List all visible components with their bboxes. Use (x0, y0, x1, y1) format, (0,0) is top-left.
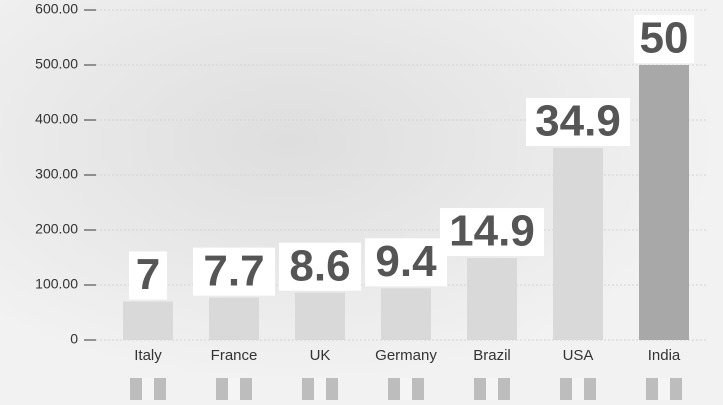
value-label: 14.9 (449, 207, 535, 256)
value-label: 8.6 (289, 241, 350, 290)
flag-stripe (314, 378, 326, 400)
page: {"chart_data": {"type": "bar", "categori… (0, 0, 723, 405)
y-tick-label: 400.00 (35, 111, 78, 127)
x-tick-label: Italy (134, 347, 162, 364)
x-tick-label: Brazil (473, 347, 511, 364)
bar (639, 65, 689, 340)
flag-stripe (658, 378, 670, 400)
y-tick-label: 600.00 (35, 1, 78, 17)
chart: 0 100.00 200.00 300.00 400.00 500.00 600.00 7 It… (0, 0, 723, 405)
value-label: 9.4 (375, 237, 437, 286)
bar (209, 298, 259, 340)
bar (553, 148, 603, 340)
bar (381, 288, 431, 340)
bar (123, 302, 173, 341)
value-label: 7 (136, 250, 160, 299)
x-tick-label: Germany (375, 347, 437, 364)
flag-stripe (486, 378, 498, 400)
value-label: 50 (640, 14, 689, 63)
y-tick-label: 100.00 (35, 276, 78, 292)
x-tick-label: UK (310, 347, 331, 364)
bar (467, 258, 517, 340)
value-label: 34.9 (535, 97, 621, 146)
value-label: 7.7 (203, 246, 264, 295)
flag-stripe (572, 378, 584, 400)
flag-stripe (228, 378, 240, 400)
x-tick-label: India (648, 347, 681, 364)
x-tick-label: France (211, 347, 258, 364)
background (0, 0, 723, 405)
y-tick-label: 0 (70, 331, 78, 347)
x-tick-label: USA (563, 347, 594, 364)
flag-stripe (142, 378, 154, 400)
bar (295, 293, 345, 340)
y-tick-label: 300.00 (35, 166, 78, 182)
y-tick-label: 200.00 (35, 221, 78, 237)
y-tick-label: 500.00 (35, 56, 78, 72)
flag-stripe (400, 378, 412, 400)
